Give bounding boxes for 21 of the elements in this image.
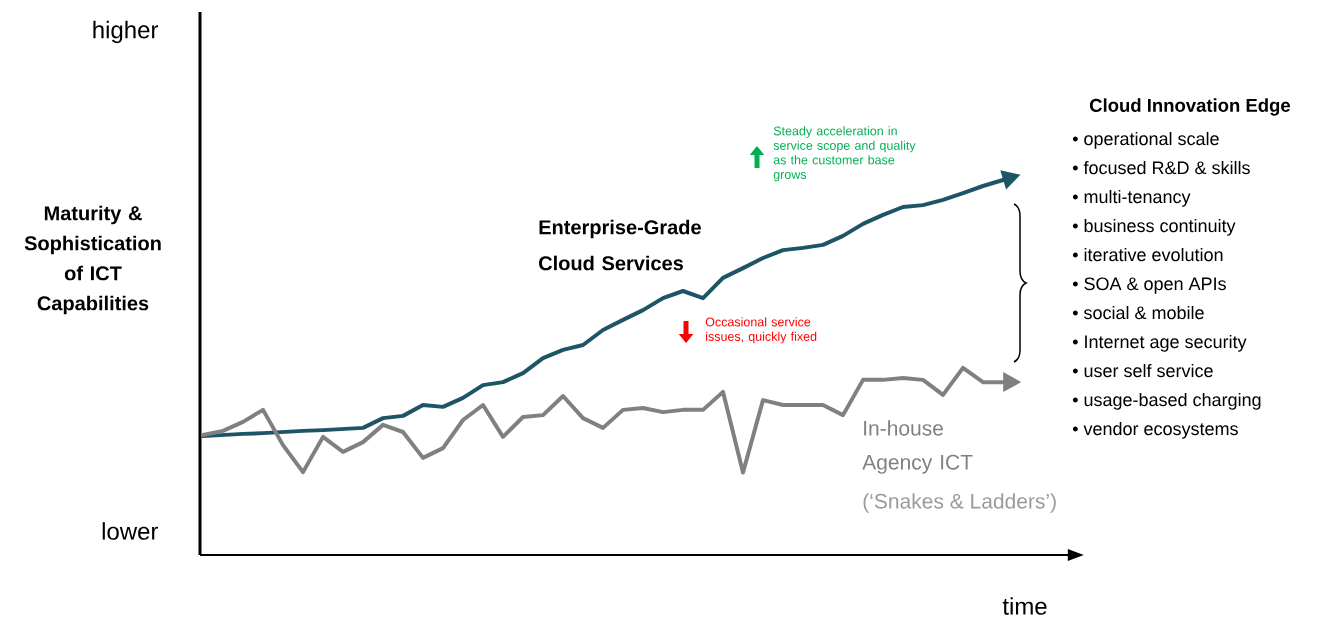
text: • user self service — [1072, 363, 1213, 378]
text: • vendor ecosystems — [1072, 421, 1238, 439]
annotation: Steady acceleration in service scope and quality as the customer base grows — [773, 126, 916, 182]
series-label: Enterprise-Grade Cloud Services — [539, 219, 701, 271]
text: • Internet age security — [1072, 334, 1247, 352]
text: • operational scale — [1072, 131, 1219, 149]
text: • SOA & open APIs — [1072, 277, 1226, 294]
y-axis-title: Maturity & Sophistication of ICT Capabilities — [24, 205, 161, 315]
text: • usage-based charging — [1072, 392, 1261, 410]
text: • multi-tenancy — [1072, 189, 1191, 207]
annotation: Occasional service issues, quickly fixed — [705, 317, 817, 344]
x-axis-title: time — [1002, 597, 1047, 615]
annotation: (‘Snakes & Ladders’) — [863, 493, 1056, 513]
text: • focused R&D & skills — [1072, 160, 1250, 175]
text: • social & mobile — [1072, 305, 1204, 320]
text: • business continuity — [1072, 218, 1236, 236]
text: Cloud Innovation Edge — [1089, 98, 1291, 116]
text: • iterative evolution — [1072, 247, 1223, 262]
text: lower — [102, 522, 159, 540]
text: higher — [93, 20, 159, 44]
series-label: In-house Agency ICT — [862, 420, 973, 474]
